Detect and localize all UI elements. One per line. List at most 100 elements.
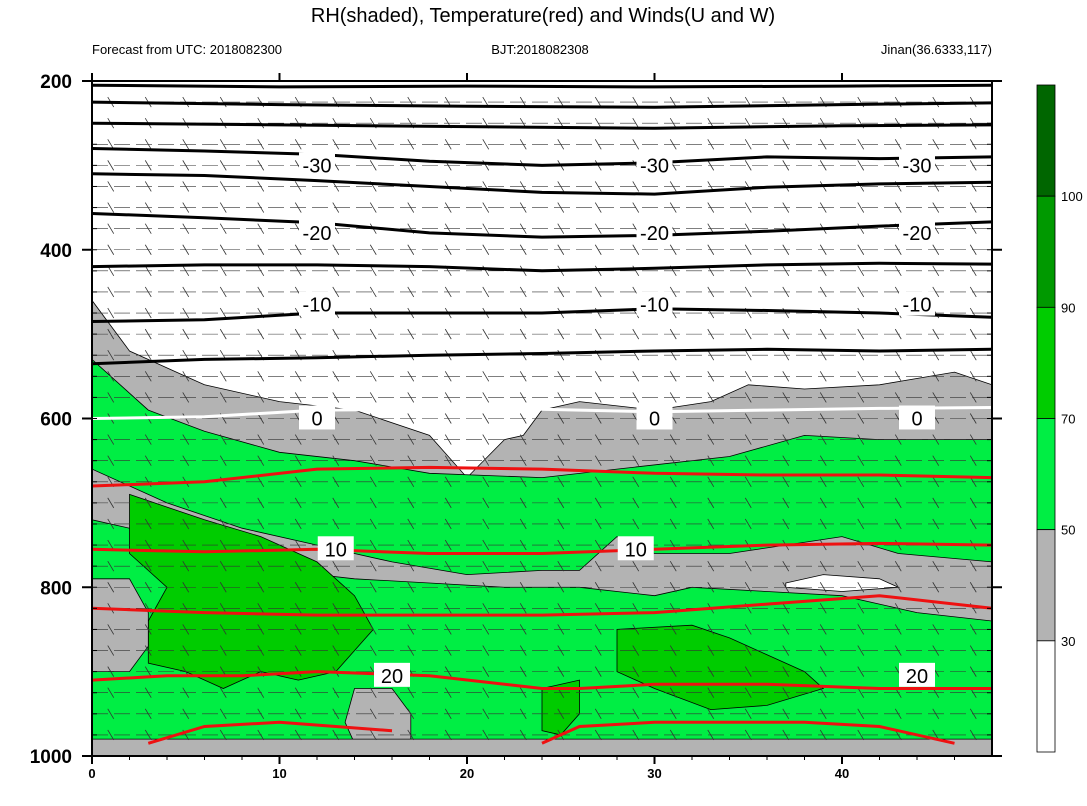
wind-barb (669, 455, 677, 466)
wind-barb (294, 371, 302, 382)
wind-barb (744, 560, 752, 572)
wind-barb (594, 96, 602, 108)
wind-barb (519, 645, 527, 656)
wind-barb (144, 350, 152, 361)
wind-barb (519, 413, 527, 424)
wind-barb (632, 645, 640, 656)
wind-barb (107, 181, 115, 192)
wind-barb (594, 539, 602, 551)
wind-barb (594, 413, 602, 424)
wind-barb (182, 497, 190, 509)
wind-barb (482, 624, 490, 635)
wind-barb (444, 244, 452, 255)
location-label: Jinan(36.6333,117) (881, 42, 992, 57)
wind-barb (707, 560, 715, 572)
wind-barb (744, 582, 752, 593)
wind-barb (594, 223, 602, 234)
wind-barb (407, 582, 415, 593)
wind-barb (669, 497, 677, 509)
wind-barb (407, 328, 415, 340)
wind-barb (857, 413, 865, 424)
wind-barb (257, 392, 265, 403)
wind-barb (257, 117, 265, 129)
wind-barb (894, 139, 902, 150)
wind-barb (969, 413, 977, 424)
wind-barb (444, 223, 452, 234)
wind-barb (669, 624, 677, 635)
wind-barb (707, 434, 715, 445)
wind-barb (857, 518, 865, 530)
wind-barb (519, 392, 527, 403)
wind-barb (782, 286, 790, 298)
wind-barb (782, 328, 790, 340)
wind-barb (969, 708, 977, 720)
wind-barb (182, 307, 190, 319)
wind-barb (107, 645, 115, 656)
wind-barb (332, 265, 340, 277)
wind-barb (144, 181, 152, 192)
wind-barb (932, 497, 940, 509)
wind-barb (669, 371, 677, 382)
isotherm-label-bg (636, 405, 673, 430)
wind-barb (669, 244, 677, 255)
wind-barb (744, 624, 752, 635)
isotherm-label-bg (299, 152, 335, 177)
wind-barb (632, 687, 640, 698)
wind-barb (744, 139, 752, 150)
wind-barb (257, 729, 265, 741)
wind-barb (407, 244, 415, 255)
wind-barb (669, 518, 677, 530)
wind-barb (632, 455, 640, 466)
wind-barb (932, 328, 940, 340)
wind-barb (969, 392, 977, 403)
wind-barb (857, 624, 865, 635)
wind-barb (557, 455, 565, 466)
wind-barb (557, 518, 565, 530)
wind-barb (744, 455, 752, 466)
wind-barb (144, 560, 152, 572)
wind-barb (144, 328, 152, 340)
wind-barb (332, 286, 340, 298)
isotherm-label: -30 (303, 155, 332, 177)
wind-barb (257, 455, 265, 466)
wind-barb (932, 560, 940, 572)
wind-barb (519, 434, 527, 445)
wind-barb (482, 139, 490, 150)
wind-barb (707, 244, 715, 255)
colorbar-segment (1036, 306, 1056, 419)
wind-barb (669, 139, 677, 150)
wind-barb (482, 729, 490, 741)
wind-barb (482, 708, 490, 720)
wind-barb (182, 181, 190, 192)
wind-barb (557, 139, 565, 150)
wind-barb (219, 539, 227, 551)
isotherm-label: 0 (311, 409, 322, 431)
chart-title: RH(shaded), Temperature(red) and Winds(U… (311, 5, 775, 27)
wind-barb (857, 687, 865, 698)
wind-barb (369, 392, 377, 403)
wind-barb (107, 223, 115, 234)
isotherm-label-bg (374, 662, 410, 687)
wind-barb (257, 286, 265, 298)
wind-barb (482, 645, 490, 656)
bjt-label: BJT:2018082308 (491, 42, 589, 57)
wind-barb (369, 328, 377, 340)
isotherm-label-bg (299, 219, 335, 244)
y-tick-label: 600 (40, 410, 72, 431)
isotherm-line (92, 121, 992, 130)
wind-barb (594, 139, 602, 150)
wind-barb (332, 181, 340, 192)
wind-barb (482, 223, 490, 234)
wind-barb (969, 350, 977, 361)
wind-barb (107, 560, 115, 572)
wind-barb (857, 265, 865, 277)
wind-barb (819, 582, 827, 593)
colorbar-segment (1036, 195, 1056, 308)
wind-barb (219, 307, 227, 319)
wind-barb (819, 603, 827, 614)
wind-barb (294, 392, 302, 403)
wind-barb (707, 350, 715, 361)
wind-barb (557, 434, 565, 445)
wind-barb (144, 687, 152, 698)
wind-barb (819, 265, 827, 277)
